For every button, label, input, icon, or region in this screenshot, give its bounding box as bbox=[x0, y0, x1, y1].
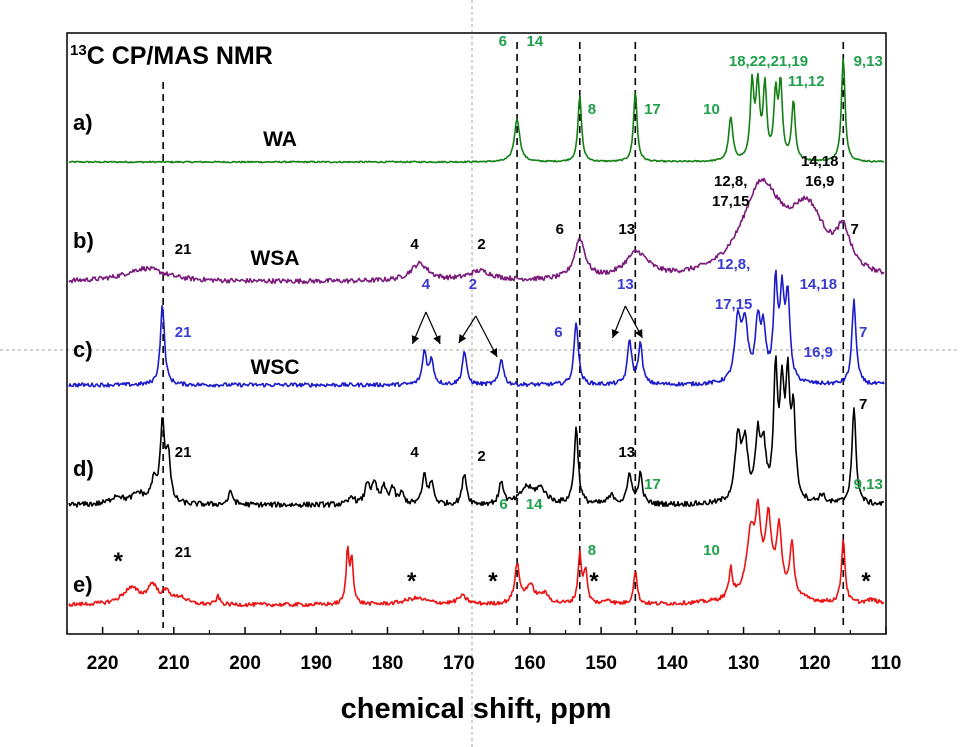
x-tick-label-140: 140 bbox=[656, 653, 688, 674]
peak-label: 13 bbox=[617, 276, 634, 293]
peak-label: 17 bbox=[644, 101, 661, 118]
asterisk-marker: * bbox=[589, 568, 599, 595]
peak-label: 2 bbox=[477, 448, 485, 465]
asterisk-marker: * bbox=[114, 548, 124, 575]
x-tick-label-180: 180 bbox=[372, 653, 404, 674]
spectrum-c bbox=[68, 269, 885, 388]
peak-label: 8 bbox=[588, 101, 596, 118]
x-tick-label-150: 150 bbox=[585, 653, 617, 674]
sample-label-wsa: WSA bbox=[251, 247, 300, 270]
peak-label: 11,12 bbox=[788, 73, 825, 90]
x-tick-label-110: 110 bbox=[871, 653, 902, 674]
x-tick-label-130: 130 bbox=[728, 653, 760, 674]
spectrum-a bbox=[68, 57, 885, 164]
peak-label: 12,8, bbox=[714, 173, 747, 190]
title-superscript: 13 bbox=[70, 42, 87, 59]
x-axis-label: chemical shift, ppm bbox=[341, 693, 612, 725]
arrow-c-2-right-head bbox=[489, 348, 498, 357]
peak-label: 7 bbox=[859, 324, 867, 341]
peak-label: 4 bbox=[410, 236, 419, 253]
x-tick-label-220: 220 bbox=[87, 653, 119, 674]
peak-label: 6 bbox=[554, 324, 562, 341]
peak-label: 17,15 bbox=[712, 193, 750, 210]
sample-label-wsc: WSC bbox=[251, 356, 300, 379]
peak-label: 21 bbox=[175, 444, 192, 461]
peak-label: 10 bbox=[703, 101, 720, 118]
panel-label-a: a) bbox=[73, 110, 93, 135]
peak-label: 6 bbox=[499, 496, 507, 513]
peak-label: 21 bbox=[175, 241, 192, 258]
sample-label-wa: WA bbox=[263, 128, 297, 151]
peak-label: 4 bbox=[410, 444, 419, 461]
arrow-c-4-right-head bbox=[433, 335, 441, 344]
peak-label: 2 bbox=[469, 276, 477, 293]
asterisk-marker: * bbox=[407, 568, 417, 595]
peak-label: 6 bbox=[556, 221, 564, 238]
peak-label: 12,8, bbox=[717, 256, 750, 273]
panel-label-e: e) bbox=[73, 572, 93, 597]
panel-label-b: b) bbox=[73, 228, 94, 253]
x-tick-label-210: 210 bbox=[158, 653, 190, 674]
peak-label: 14 bbox=[527, 33, 544, 50]
chart-title: 13C CP/MAS NMR bbox=[70, 42, 273, 70]
peak-label: 21 bbox=[175, 324, 192, 341]
x-tick-label-160: 160 bbox=[514, 653, 546, 674]
peak-label: 4 bbox=[422, 276, 431, 293]
spectrum-e bbox=[68, 498, 885, 608]
peak-label: 21 bbox=[175, 544, 192, 561]
x-tick-label-170: 170 bbox=[443, 653, 475, 674]
peak-label: 7 bbox=[850, 221, 858, 238]
x-tick-label-190: 190 bbox=[300, 653, 332, 674]
peak-label: 14,18 bbox=[800, 276, 838, 293]
peak-label: 16,9 bbox=[804, 344, 833, 361]
title-main: C CP/MAS NMR bbox=[87, 42, 273, 70]
arrow-c-2-left-head bbox=[458, 334, 467, 343]
peak-label: 14,18 bbox=[801, 153, 839, 170]
peak-label: 9,13 bbox=[854, 53, 883, 70]
arrow-c-4-left-head bbox=[411, 335, 420, 344]
peak-label: 18,22,21,19 bbox=[729, 53, 808, 70]
arrow-c-13-right-head bbox=[635, 329, 643, 338]
panel-label-d: d) bbox=[73, 456, 94, 481]
peak-label: 14 bbox=[526, 496, 543, 513]
peak-label: 7 bbox=[859, 396, 867, 413]
asterisk-marker: * bbox=[861, 568, 871, 595]
x-axis: 220 210 200 190 180 170 160 150 140 130 120 110 bbox=[66, 627, 902, 674]
x-tick-label-120: 120 bbox=[799, 653, 831, 674]
peak-label: 2 bbox=[477, 236, 485, 253]
peak-label: 6 bbox=[499, 33, 507, 50]
peak-label: 17 bbox=[644, 476, 661, 493]
x-tick-label-200: 200 bbox=[229, 653, 261, 674]
peak-label: 13 bbox=[618, 444, 635, 461]
peak-label: 9,13 bbox=[854, 476, 883, 493]
peak-label: 17,15 bbox=[715, 296, 753, 313]
peak-label: 10 bbox=[703, 542, 720, 559]
peak-label: 13 bbox=[618, 221, 635, 238]
arrow-c-13-left-head bbox=[611, 329, 620, 338]
spectrum-d bbox=[68, 355, 885, 509]
plot-frame bbox=[66, 32, 887, 635]
reference-lines bbox=[162, 42, 845, 628]
panel-label-c: c) bbox=[73, 337, 93, 362]
spectra-group bbox=[68, 57, 885, 608]
peak-label: 16,9 bbox=[805, 173, 834, 190]
spectrum-b bbox=[68, 177, 885, 285]
asterisk-marker: * bbox=[488, 568, 498, 595]
peak-label: 8 bbox=[588, 542, 596, 559]
